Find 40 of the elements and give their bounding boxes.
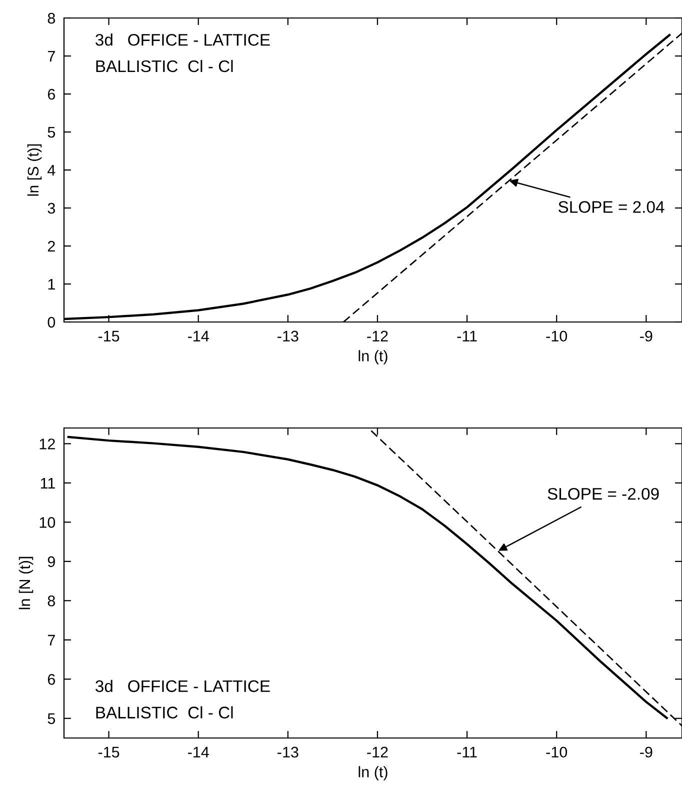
y-tick-label: 7: [48, 634, 55, 646]
y-tick-label: 8: [48, 596, 56, 606]
y-tick-label: 7: [48, 51, 55, 62]
y-tick-label: 5: [48, 127, 56, 138]
annotation: 3d OFFICE - LATTICE BALLISTIC Cl - Cl: [96, 680, 270, 718]
x-tick-label: -9: [640, 330, 652, 342]
x-tick-label: -14: [188, 330, 209, 342]
y-tick-label: 2: [48, 240, 55, 252]
y-tick-label: 0: [48, 316, 56, 328]
x-tick-label: -15: [98, 746, 120, 758]
x-tick-label: -13: [278, 330, 298, 342]
y-tick-label: 6: [48, 674, 55, 685]
y-axis-title: ln [S (t)]: [27, 144, 42, 196]
y-tick-label: 3: [48, 202, 55, 214]
annotation: 3d OFFICE - LATTICE BALLISTIC Cl - Cl: [96, 34, 270, 72]
y-tick-label: 9: [48, 556, 55, 568]
y-tick-label: 10: [40, 517, 56, 528]
x-tick-label: -12: [367, 330, 388, 342]
x-tick-label: -9: [640, 746, 652, 758]
line-series: [67, 436, 668, 720]
x-tick-label: -10: [546, 746, 568, 758]
annotation: SLOPE = 2.04: [558, 201, 664, 213]
y-tick-label: 5: [48, 713, 56, 724]
x-tick-label: -12: [367, 746, 388, 758]
x-axis-title: ln (t): [358, 766, 388, 780]
x-axis-title: ln (t): [358, 350, 388, 364]
y-axis-title: ln [N (t)]: [18, 556, 34, 610]
y-tick-label: 4: [48, 165, 56, 176]
x-tick-label: -15: [98, 330, 120, 342]
y-tick-label: 1: [48, 279, 55, 290]
y-tick-label: 11: [40, 478, 55, 488]
x-tick-label: -11: [457, 746, 477, 758]
y-tick-label: 6: [48, 88, 55, 100]
x-tick-label: -13: [278, 746, 298, 758]
x-tick-label: -10: [546, 330, 568, 342]
annotation: SLOPE = -2.09: [548, 488, 659, 500]
x-tick-label: -11: [457, 330, 477, 342]
x-tick-label: -14: [188, 746, 209, 758]
y-tick-label: 12: [40, 438, 55, 450]
y-tick-label: 8: [48, 12, 56, 24]
